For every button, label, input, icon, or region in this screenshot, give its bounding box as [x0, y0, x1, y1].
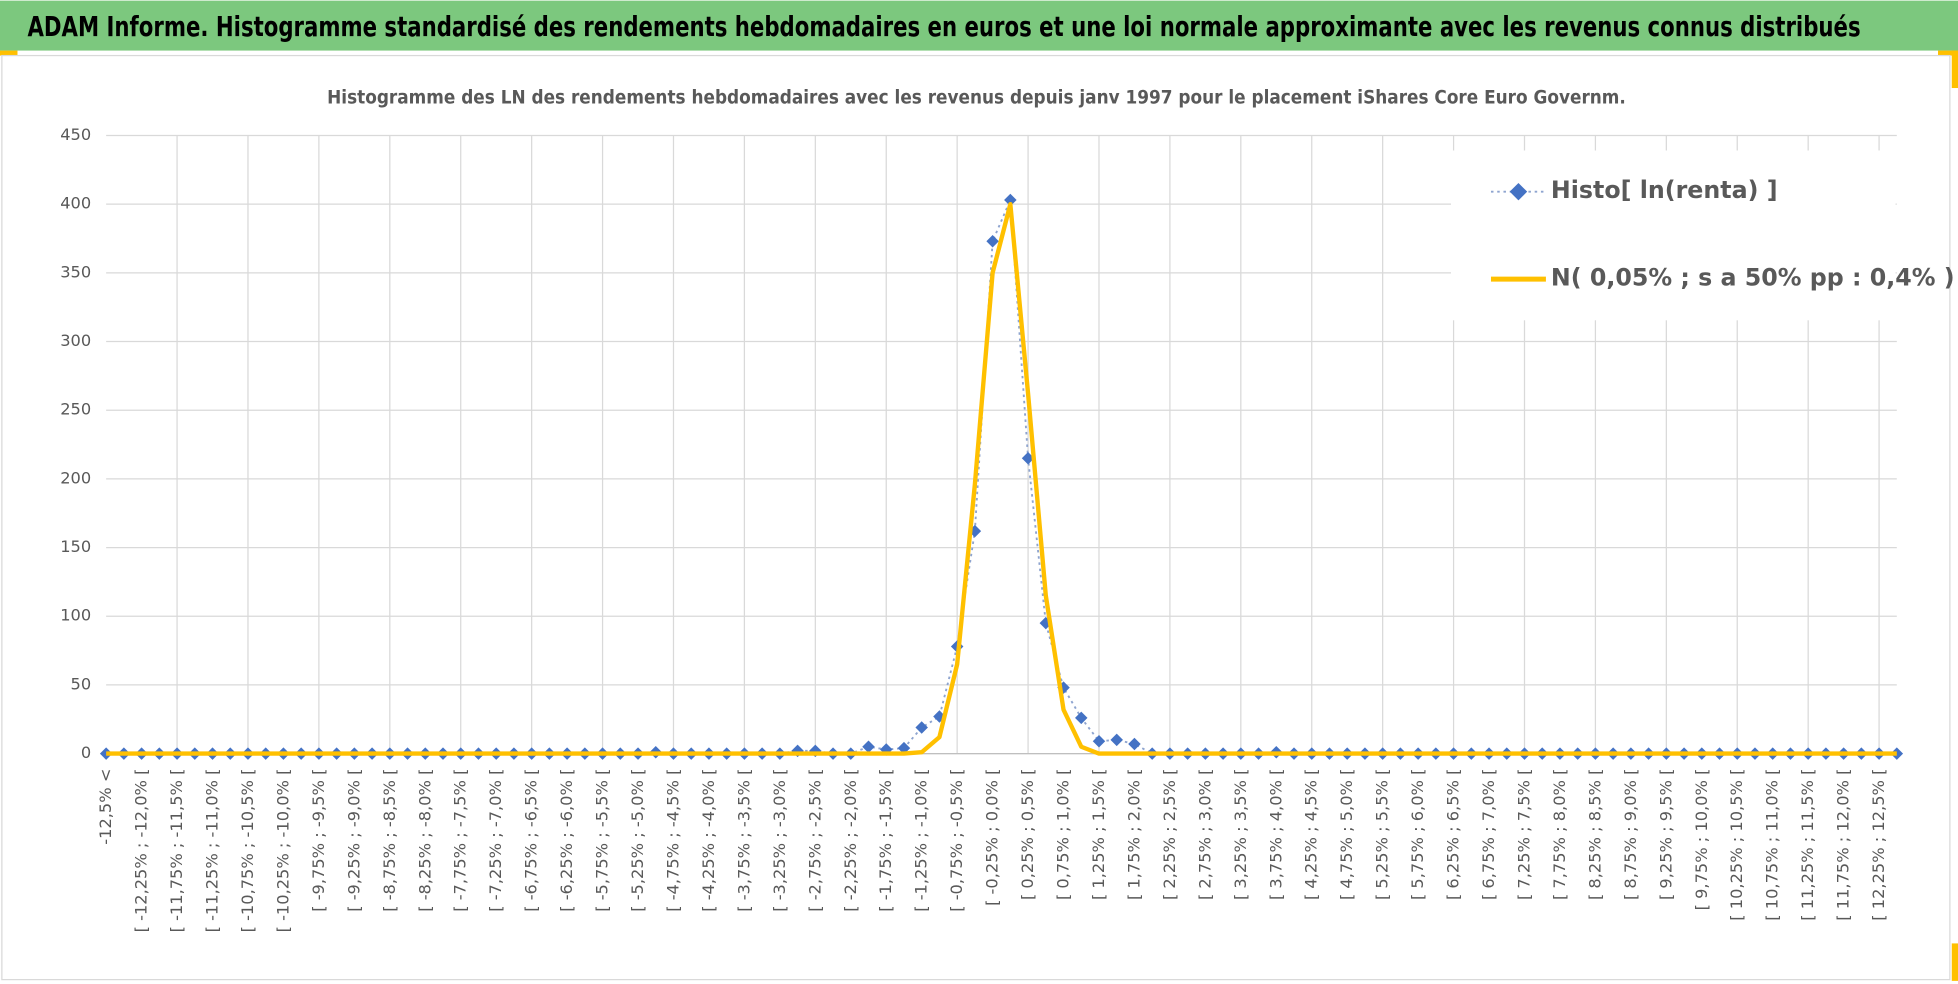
data-point [862, 740, 875, 753]
y-tick-label: 100 [60, 606, 91, 625]
x-tick-label: [ 2,25% ; 2,5% [ [1160, 769, 1179, 900]
x-tick-label: [ -5,25% ; -5,0% [ [628, 769, 647, 912]
x-tick-label: [ -11,25% ; -11,0% [ [203, 769, 222, 933]
x-tick-label: [ -6,25% ; -6,0% [ [557, 769, 576, 912]
x-tick-label: [ -2,25% ; -2,0% [ [841, 769, 860, 912]
x-tick-label: [ 11,75% ; 12,0% [ [1834, 769, 1853, 921]
series-line [106, 201, 1897, 756]
x-tick-label: [ 3,75% ; 4,0% [ [1266, 769, 1285, 900]
x-tick-label: [ -0,75% ; -0,5% [ [947, 769, 966, 912]
legend-label: N( 0,05% ; s a 50% pp : 0,4% ) [1551, 264, 1955, 292]
x-tick-label: [ -11,75% ; -11,5% [ [167, 769, 186, 933]
x-tick-label: [ -3,25% ; -3,0% [ [770, 769, 789, 912]
x-tick-label: [ -7,25% ; -7,0% [ [486, 769, 505, 912]
x-tick-label: [ -7,75% ; -7,5% [ [451, 769, 470, 912]
y-tick-label: 350 [60, 262, 91, 281]
x-tick-label: [ 4,75% ; 5,0% [ [1337, 769, 1356, 900]
x-tick-label: [ 3,25% ; 3,5% [ [1231, 769, 1250, 900]
x-tick-label: [ 5,25% ; 5,5% [ [1373, 769, 1392, 900]
data-point [986, 235, 999, 248]
header-bar [0, 0, 1958, 51]
x-tick-label: [ -10,75% ; -10,5% [ [238, 769, 257, 933]
page-title: ADAM Informe. Histogramme standardisé de… [27, 12, 1860, 43]
data-point [1128, 737, 1141, 751]
corner-mark [1951, 50, 1958, 89]
corner-mark [1938, 50, 1958, 56]
x-tick-label: [ -4,75% ; -4,5% [ [663, 769, 682, 912]
x-tick-label: [ -9,25% ; -9,0% [ [344, 769, 363, 912]
y-tick-label: 50 [71, 674, 92, 693]
y-tick-label: 150 [60, 537, 91, 556]
chart-title: Histogramme des LN des rendements hebdom… [327, 88, 1626, 109]
legend-box [1451, 150, 1896, 321]
x-tick-label: [ 1,25% ; 1,5% [ [1089, 769, 1108, 900]
x-tick-label: -12,5% < [96, 769, 115, 845]
x-tick-label: [ -5,75% ; -5,5% [ [593, 769, 612, 912]
y-tick-label: 300 [60, 331, 91, 350]
x-tick-label: [ 0,75% ; 1,0% [ [1054, 769, 1073, 900]
x-tick-label: [ -0,25% ; 0,0% [ [983, 769, 1002, 906]
x-tick-label: [ 10,75% ; 11,0% [ [1763, 769, 1782, 921]
x-tick-label: [ 12,25% ; 12,5% [ [1869, 769, 1888, 921]
data-point [1092, 735, 1106, 748]
x-tick-label: [ 2,75% ; 3,0% [ [1195, 769, 1214, 900]
x-tick-label: [ -6,75% ; -6,5% [ [522, 769, 541, 912]
x-tick-label: [ -2,75% ; -2,5% [ [805, 769, 824, 912]
x-tick-label: [ 0,25% ; 0,5% [ [1018, 769, 1037, 900]
x-tick-label: [ -8,75% ; -8,5% [ [380, 769, 399, 912]
x-tick-label: [ 5,75% ; 6,0% [ [1408, 769, 1427, 900]
corner-mark [1951, 943, 1958, 981]
data-point [1110, 733, 1123, 747]
x-tick-label: [ -1,25% ; -1,0% [ [912, 769, 931, 912]
x-tick-label: [ -9,75% ; -9,5% [ [309, 769, 328, 912]
corner-mark [0, 50, 18, 56]
x-tick-label: [ 11,25% ; 11,5% [ [1798, 769, 1817, 921]
x-tick-label: [ 8,25% ; 8,5% [ [1585, 769, 1604, 900]
data-point [915, 721, 928, 734]
y-tick-label: 250 [60, 400, 91, 419]
y-tick-label: 0 [81, 743, 91, 762]
x-tick-label: [ 10,25% ; 10,5% [ [1727, 769, 1746, 921]
x-tick-label: [ -3,75% ; -3,5% [ [734, 769, 753, 912]
chart-frame [1, 54, 1951, 981]
x-tick-label: [ 9,25% ; 9,5% [ [1656, 769, 1675, 900]
x-tick-label: [ 9,75% ; 10,0% [ [1692, 769, 1711, 911]
x-tick-label: [ -1,75% ; -1,5% [ [876, 769, 895, 912]
y-tick-label: 450 [60, 125, 91, 144]
x-tick-label: [ 7,75% ; 8,0% [ [1550, 769, 1569, 900]
y-tick-label: 400 [60, 194, 91, 213]
data-point [1075, 711, 1088, 725]
x-tick-label: [ -12,25% ; -12,0% [ [132, 769, 151, 933]
x-tick-label: [ 1,75% ; 2,0% [ [1124, 769, 1143, 900]
x-tick-label: [ 6,25% ; 6,5% [ [1444, 769, 1463, 900]
x-tick-label: [ -8,25% ; -8,0% [ [415, 769, 434, 912]
data-point [1004, 193, 1017, 207]
y-tick-label: 200 [60, 468, 91, 487]
legend-label: Histo[ ln(renta) ] [1551, 176, 1778, 204]
x-tick-label: [ 7,25% ; 7,5% [ [1514, 769, 1533, 900]
x-tick-label: [ -10,25% ; -10,0% [ [273, 769, 292, 933]
x-tick-label: [ 6,75% ; 7,0% [ [1479, 769, 1498, 900]
x-tick-label: [ 4,25% ; 4,5% [ [1302, 769, 1321, 900]
x-tick-label: [ -4,25% ; -4,0% [ [699, 769, 718, 912]
x-tick-label: [ 8,75% ; 9,0% [ [1621, 769, 1640, 900]
